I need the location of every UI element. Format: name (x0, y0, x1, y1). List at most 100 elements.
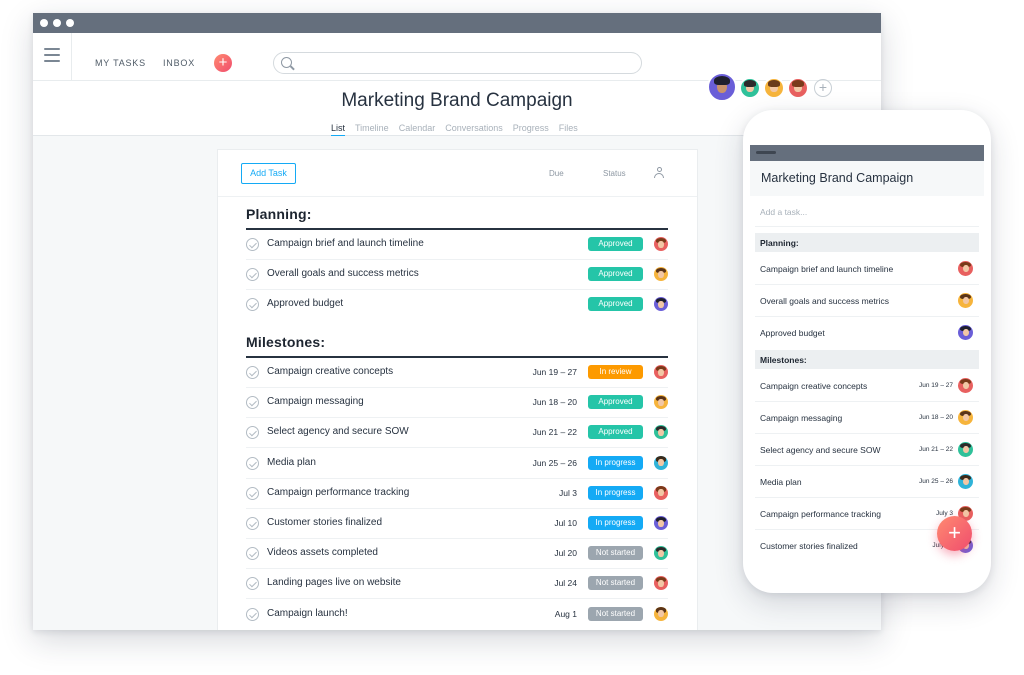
column-status[interactable]: Status (603, 169, 626, 178)
mobile-task-name[interactable]: Campaign messaging (760, 413, 843, 423)
avatar[interactable] (958, 378, 973, 393)
task-row[interactable]: Select agency and secure SOW Jun 21 – 22 A… (246, 418, 668, 449)
avatar[interactable] (654, 546, 668, 561)
task-name[interactable]: Landing pages live on website (267, 577, 401, 589)
mobile-task-name[interactable]: Campaign brief and launch timeline (760, 264, 894, 274)
status-badge[interactable]: In review (588, 365, 643, 379)
tab-files[interactable]: Files (558, 123, 578, 133)
avatar[interactable] (787, 77, 809, 99)
check-circle-icon[interactable] (246, 238, 259, 251)
status-badge[interactable]: Not started (588, 576, 643, 591)
mobile-task-row[interactable]: Campaign messaging Jun 18 – 20 (755, 402, 979, 434)
task-row[interactable]: Approved budget Approved (246, 290, 668, 320)
avatar[interactable] (958, 410, 973, 425)
menu-icon[interactable] (44, 48, 60, 62)
status-badge[interactable]: Approved (588, 297, 643, 312)
task-row[interactable]: Media plan Jun 25 – 26 In progress (246, 449, 668, 479)
mobile-task-name[interactable]: Campaign creative concepts (760, 381, 868, 391)
check-circle-icon[interactable] (246, 298, 259, 312)
window-close-dot[interactable] (40, 19, 48, 27)
nav-my-tasks[interactable]: MY TASKS (95, 58, 146, 68)
check-circle-icon[interactable] (246, 547, 259, 561)
check-circle-icon[interactable] (246, 577, 259, 591)
task-name[interactable]: Campaign launch! (267, 607, 348, 619)
avatar[interactable] (654, 455, 668, 470)
mobile-task-row[interactable]: Select agency and secure SOW Jun 21 – 22 (755, 434, 979, 466)
task-row[interactable]: Campaign messaging Jun 18 – 20 Approved (246, 388, 668, 419)
status-badge[interactable]: Approved (588, 267, 643, 282)
task-row[interactable]: Customer stories finalized Jul 10 In progr… (246, 509, 668, 539)
avatar[interactable] (958, 261, 973, 276)
search-input[interactable] (273, 52, 642, 74)
task-name[interactable]: Approved budget (267, 298, 344, 310)
avatar[interactable] (654, 425, 668, 440)
mobile-task-name[interactable]: Customer stories finalized (760, 541, 858, 551)
avatar[interactable] (654, 606, 668, 621)
tab-conversations[interactable]: Conversations (445, 123, 503, 133)
avatar[interactable] (707, 72, 737, 102)
avatar[interactable] (654, 297, 668, 312)
person-icon[interactable] (654, 167, 664, 179)
mobile-task-row[interactable]: Campaign brief and launch timeline (755, 253, 979, 285)
tab-list[interactable]: List (331, 123, 346, 136)
task-name[interactable]: Campaign creative concepts (267, 366, 394, 377)
task-name[interactable]: Campaign brief and launch timeline (267, 238, 424, 249)
avatar[interactable] (654, 365, 668, 379)
check-circle-icon[interactable] (246, 486, 259, 500)
mobile-task-row[interactable]: Overall goals and success metrics (755, 285, 979, 317)
task-name[interactable]: Customer stories finalized (267, 517, 383, 528)
mobile-task-name[interactable]: Overall goals and success metrics (760, 296, 889, 306)
status-badge[interactable]: Approved (588, 395, 643, 410)
task-name[interactable]: Select agency and secure SOW (267, 426, 409, 438)
status-badge[interactable]: In progress (588, 485, 643, 500)
avatar[interactable] (654, 237, 668, 251)
status-badge[interactable]: Not started (588, 546, 643, 561)
nav-inbox[interactable]: INBOX (163, 58, 196, 68)
check-circle-icon[interactable] (246, 426, 259, 440)
avatar[interactable] (654, 395, 668, 410)
check-circle-icon[interactable] (246, 456, 259, 470)
task-name[interactable]: Media plan (267, 456, 316, 468)
task-row[interactable]: Landing pages live on website Jul 24 Not s… (246, 569, 668, 600)
task-row[interactable]: Campaign brief and launch timeline Approv… (246, 230, 668, 260)
check-circle-icon[interactable] (246, 366, 259, 379)
mobile-task-name[interactable]: Media plan (760, 477, 802, 487)
status-badge[interactable]: In progress (588, 455, 643, 470)
tab-progress[interactable]: Progress (512, 123, 549, 133)
mobile-add-task-input[interactable]: Add a task... (760, 207, 808, 217)
mobile-task-row[interactable]: Media plan Jun 25 – 26 (755, 466, 979, 498)
window-maximize-dot[interactable] (66, 19, 74, 27)
tab-calendar[interactable]: Calendar (398, 123, 436, 133)
avatar[interactable] (958, 293, 973, 308)
add-task-fab[interactable]: + (937, 516, 972, 551)
avatar[interactable] (958, 442, 973, 457)
task-row[interactable]: Campaign launch! Aug 1 Not started (246, 600, 668, 630)
mobile-task-name[interactable]: Campaign performance tracking (760, 509, 881, 519)
task-row[interactable]: Overall goals and success metrics Approve… (246, 260, 668, 291)
mobile-task-name[interactable]: Approved budget (760, 328, 825, 338)
task-row[interactable]: Campaign performance tracking Jul 3 In pro… (246, 479, 668, 509)
check-circle-icon[interactable] (246, 396, 259, 410)
avatar[interactable] (958, 325, 973, 340)
mobile-task-name[interactable]: Select agency and secure SOW (760, 445, 881, 455)
task-name[interactable]: Videos assets completed (267, 547, 378, 559)
avatar[interactable] (763, 77, 785, 99)
window-minimize-dot[interactable] (53, 19, 61, 27)
check-circle-icon[interactable] (246, 517, 259, 530)
tab-timeline[interactable]: Timeline (355, 123, 389, 133)
add-task-button[interactable]: Add Task (241, 163, 296, 184)
mobile-task-row[interactable]: Approved budget (755, 317, 979, 349)
status-badge[interactable]: In progress (588, 516, 643, 530)
add-member-icon[interactable]: + (814, 79, 832, 97)
task-name[interactable]: Campaign messaging (267, 396, 364, 408)
column-due[interactable]: Due (549, 169, 564, 178)
avatar[interactable] (654, 485, 668, 500)
mobile-task-row[interactable]: Campaign creative concepts Jun 19 – 27 (755, 370, 979, 402)
status-badge[interactable]: Approved (588, 425, 643, 440)
task-row[interactable]: Videos assets completed Jul 20 Not started (246, 539, 668, 570)
avatar[interactable] (654, 516, 668, 530)
status-badge[interactable]: Not started (588, 606, 643, 621)
task-name[interactable]: Overall goals and success metrics (267, 268, 419, 280)
avatar[interactable] (739, 77, 761, 99)
task-name[interactable]: Campaign performance tracking (267, 486, 410, 498)
